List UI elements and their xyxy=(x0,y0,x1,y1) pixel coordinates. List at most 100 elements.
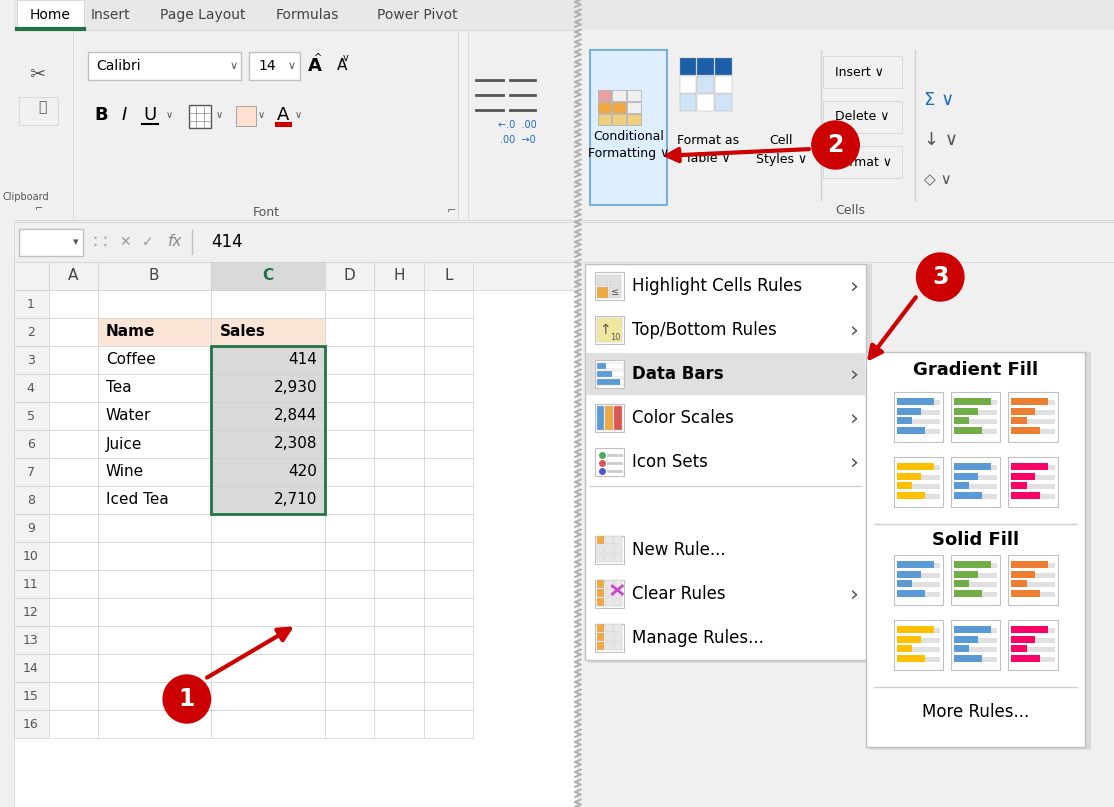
FancyBboxPatch shape xyxy=(627,102,641,113)
FancyBboxPatch shape xyxy=(98,570,212,598)
FancyBboxPatch shape xyxy=(374,430,423,458)
FancyBboxPatch shape xyxy=(423,290,473,318)
FancyBboxPatch shape xyxy=(49,710,98,738)
FancyBboxPatch shape xyxy=(14,598,49,626)
Text: Coffee: Coffee xyxy=(106,353,156,367)
FancyBboxPatch shape xyxy=(374,262,423,290)
FancyBboxPatch shape xyxy=(627,90,641,101)
FancyBboxPatch shape xyxy=(98,710,212,738)
FancyBboxPatch shape xyxy=(212,346,325,374)
FancyBboxPatch shape xyxy=(595,448,624,476)
Text: fx: fx xyxy=(168,235,183,249)
Text: H: H xyxy=(393,269,404,283)
FancyBboxPatch shape xyxy=(374,346,423,374)
FancyBboxPatch shape xyxy=(212,654,325,682)
FancyBboxPatch shape xyxy=(823,146,901,178)
FancyBboxPatch shape xyxy=(98,458,212,486)
FancyBboxPatch shape xyxy=(969,484,997,489)
FancyBboxPatch shape xyxy=(597,642,605,650)
FancyBboxPatch shape xyxy=(325,514,374,542)
Text: Home: Home xyxy=(30,8,71,22)
FancyBboxPatch shape xyxy=(752,50,811,205)
FancyBboxPatch shape xyxy=(983,592,997,597)
FancyBboxPatch shape xyxy=(14,262,49,290)
Text: 14: 14 xyxy=(258,59,276,73)
FancyBboxPatch shape xyxy=(614,536,623,544)
FancyBboxPatch shape xyxy=(893,457,944,507)
Text: Gradient Fill: Gradient Fill xyxy=(913,361,1038,379)
FancyBboxPatch shape xyxy=(1008,620,1057,670)
FancyBboxPatch shape xyxy=(325,710,374,738)
FancyBboxPatch shape xyxy=(14,486,49,514)
FancyBboxPatch shape xyxy=(1035,475,1055,479)
FancyBboxPatch shape xyxy=(374,290,423,318)
FancyBboxPatch shape xyxy=(98,626,212,654)
FancyBboxPatch shape xyxy=(14,570,49,598)
Text: A: A xyxy=(309,57,322,75)
FancyBboxPatch shape xyxy=(49,654,98,682)
FancyBboxPatch shape xyxy=(374,486,423,514)
FancyBboxPatch shape xyxy=(423,346,473,374)
FancyBboxPatch shape xyxy=(1012,590,1039,597)
Text: 4: 4 xyxy=(27,382,35,395)
Text: ^: ^ xyxy=(314,53,322,63)
Text: Insert ∨: Insert ∨ xyxy=(834,65,883,78)
Text: More Rules...: More Rules... xyxy=(922,703,1029,721)
Text: Manage Rules...: Manage Rules... xyxy=(632,629,764,647)
FancyBboxPatch shape xyxy=(595,404,624,432)
FancyBboxPatch shape xyxy=(954,417,969,424)
FancyBboxPatch shape xyxy=(595,580,624,608)
FancyBboxPatch shape xyxy=(614,633,623,641)
FancyBboxPatch shape xyxy=(325,598,374,626)
FancyBboxPatch shape xyxy=(212,262,325,290)
FancyBboxPatch shape xyxy=(897,398,934,405)
FancyBboxPatch shape xyxy=(1012,655,1039,662)
FancyBboxPatch shape xyxy=(897,571,920,578)
FancyBboxPatch shape xyxy=(597,318,623,342)
FancyBboxPatch shape xyxy=(606,580,614,588)
FancyBboxPatch shape xyxy=(14,318,49,346)
Text: Format ∨: Format ∨ xyxy=(834,156,891,169)
FancyBboxPatch shape xyxy=(597,371,613,377)
Text: ↓ ∨: ↓ ∨ xyxy=(925,131,958,149)
FancyBboxPatch shape xyxy=(1012,636,1035,642)
FancyBboxPatch shape xyxy=(697,58,714,75)
Text: ↑: ↑ xyxy=(598,323,610,337)
Text: ✕: ✕ xyxy=(119,235,130,249)
FancyBboxPatch shape xyxy=(823,101,901,133)
FancyBboxPatch shape xyxy=(983,657,997,662)
FancyBboxPatch shape xyxy=(954,625,991,633)
Text: 2,930: 2,930 xyxy=(274,380,317,395)
FancyBboxPatch shape xyxy=(614,642,623,650)
FancyBboxPatch shape xyxy=(614,554,623,562)
FancyBboxPatch shape xyxy=(934,400,940,405)
FancyBboxPatch shape xyxy=(212,710,325,738)
FancyBboxPatch shape xyxy=(325,262,374,290)
FancyBboxPatch shape xyxy=(1012,462,1048,470)
FancyBboxPatch shape xyxy=(325,486,374,514)
FancyBboxPatch shape xyxy=(49,262,98,290)
Text: ∨: ∨ xyxy=(216,110,223,120)
FancyBboxPatch shape xyxy=(951,457,1000,507)
FancyBboxPatch shape xyxy=(98,430,212,458)
Text: A: A xyxy=(336,58,348,73)
FancyBboxPatch shape xyxy=(325,570,374,598)
FancyBboxPatch shape xyxy=(893,555,944,605)
FancyBboxPatch shape xyxy=(595,536,624,564)
FancyBboxPatch shape xyxy=(1012,398,1048,405)
FancyBboxPatch shape xyxy=(1012,492,1039,499)
Text: 420: 420 xyxy=(289,465,317,479)
FancyBboxPatch shape xyxy=(613,90,626,101)
FancyBboxPatch shape xyxy=(1012,473,1035,479)
FancyBboxPatch shape xyxy=(954,398,991,405)
FancyBboxPatch shape xyxy=(49,626,98,654)
FancyBboxPatch shape xyxy=(715,94,732,111)
FancyBboxPatch shape xyxy=(325,374,374,402)
FancyBboxPatch shape xyxy=(236,106,256,126)
FancyBboxPatch shape xyxy=(423,570,473,598)
Text: Clipboard: Clipboard xyxy=(2,192,49,202)
FancyBboxPatch shape xyxy=(1026,420,1055,424)
FancyBboxPatch shape xyxy=(14,430,49,458)
FancyBboxPatch shape xyxy=(897,483,912,489)
FancyBboxPatch shape xyxy=(627,114,641,125)
